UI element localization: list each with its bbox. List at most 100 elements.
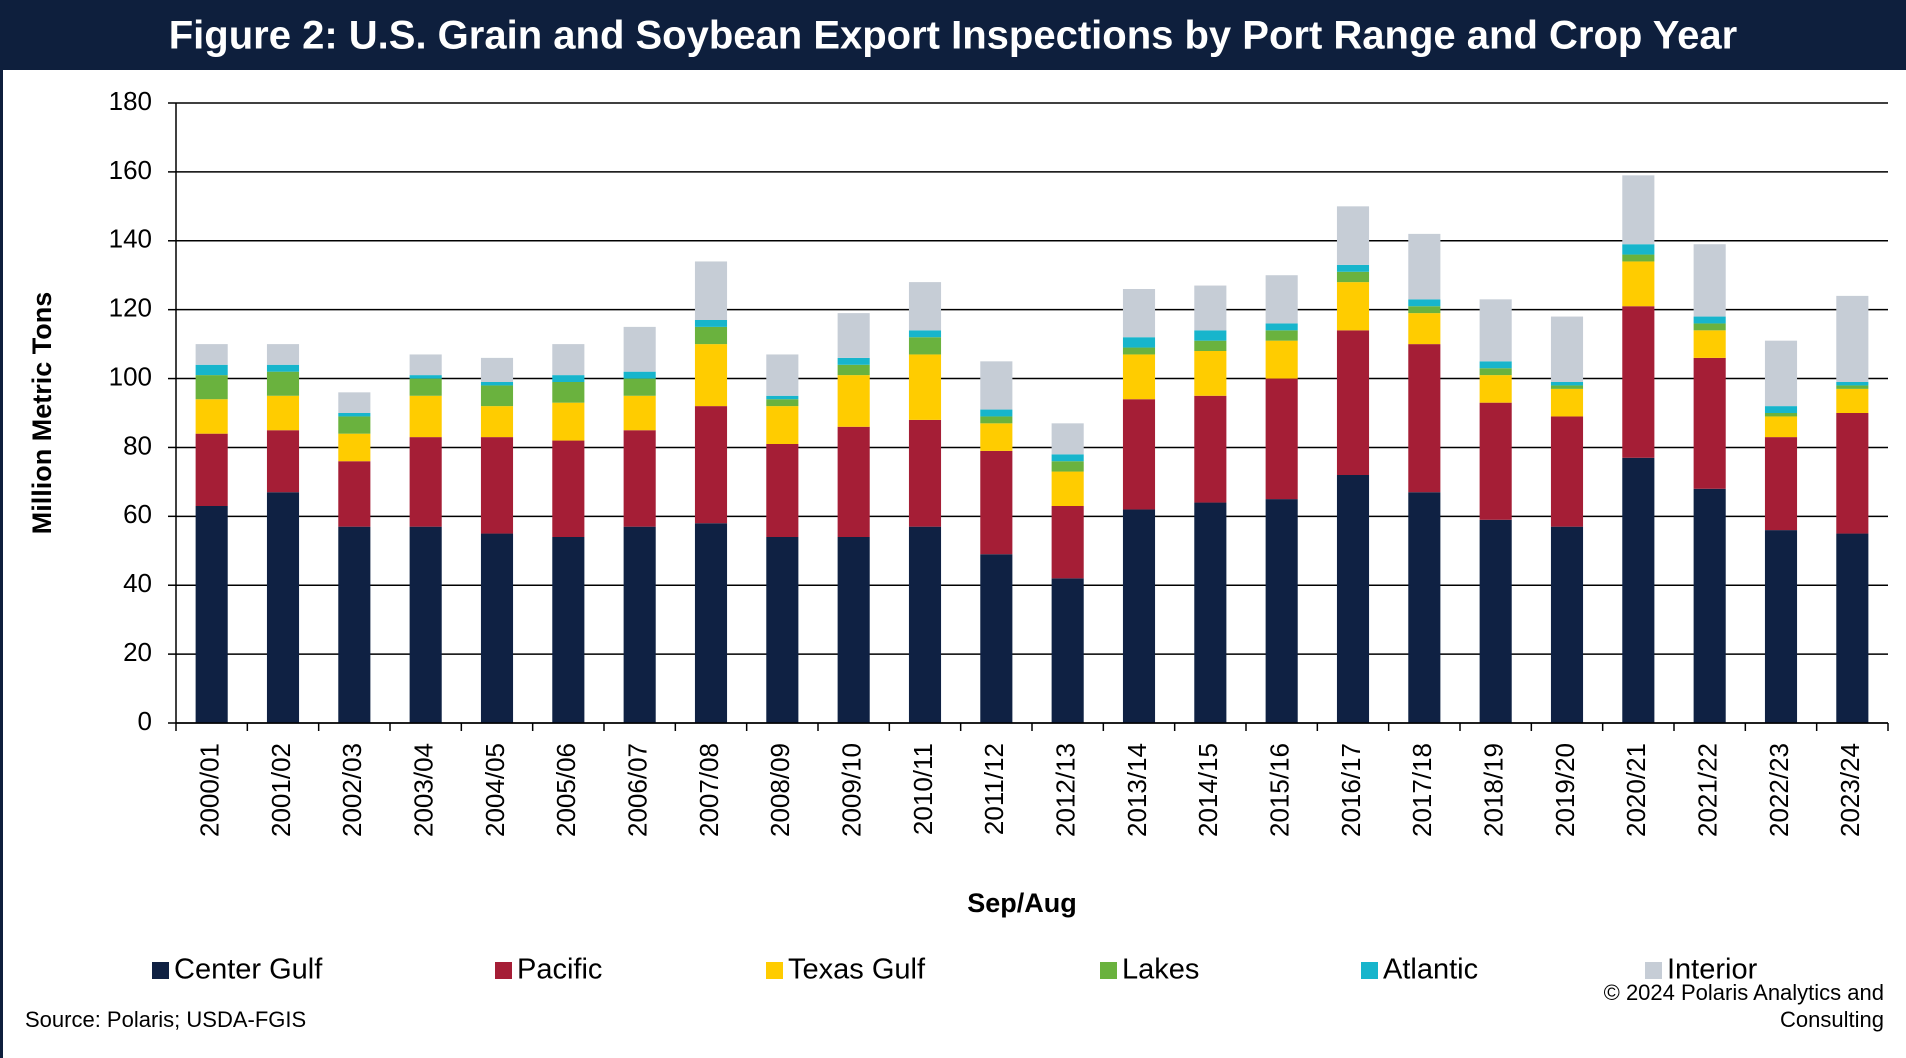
bar-segment	[837, 426, 870, 537]
bar-segment	[623, 371, 656, 379]
bar-segment	[1836, 388, 1869, 413]
x-tick-label: 2006/07	[623, 743, 653, 837]
bar-segment	[1622, 261, 1655, 307]
bar-segment	[1479, 299, 1512, 362]
bar-segment	[1408, 233, 1441, 300]
bar-segment	[766, 354, 799, 396]
bar-segment	[1764, 406, 1798, 413]
bar-segment	[908, 337, 942, 355]
copyright: Consulting	[1780, 1007, 1884, 1032]
bar-segment	[623, 395, 656, 431]
bar-segment	[195, 344, 228, 365]
bar-segment	[338, 433, 371, 462]
bar-segment	[338, 392, 371, 413]
bar-segment	[1479, 368, 1512, 376]
x-tick-label: 2014/15	[1193, 743, 1223, 837]
legend-label: Interior	[1667, 954, 1758, 986]
bar-segment	[480, 382, 514, 386]
bar-segment	[1265, 275, 1298, 324]
bar-segment	[552, 344, 585, 376]
source: Source: Polaris; USDA-FGIS	[25, 1007, 306, 1032]
bar-segment	[480, 406, 514, 438]
bar-segment	[1550, 388, 1584, 417]
bar-segment	[623, 326, 656, 372]
bar-segment	[1194, 395, 1227, 503]
bar-segment	[1122, 354, 1156, 400]
x-tick-label: 2021/22	[1693, 743, 1723, 837]
bar-segment	[1122, 337, 1156, 348]
bar-segment	[1693, 357, 1726, 489]
y-axis-title: Million Metric Tons	[27, 292, 57, 535]
legend-swatch	[1645, 962, 1662, 979]
bar-segment	[338, 461, 371, 527]
bar-segment	[480, 357, 514, 382]
legend-swatch	[1100, 962, 1117, 979]
bar-segment	[980, 409, 1013, 417]
bar-segment	[1265, 330, 1298, 341]
bar-segment	[266, 395, 300, 431]
bar-segment	[1336, 206, 1370, 265]
bar-segment	[694, 326, 728, 345]
bar-segment	[837, 313, 870, 358]
bar-segment	[552, 375, 585, 382]
bar-segment	[980, 416, 1013, 424]
bar-segment	[1122, 289, 1156, 338]
bar-segment	[552, 402, 585, 441]
bar-segment	[908, 354, 942, 420]
bar-segment	[1408, 299, 1441, 307]
bar-segment	[1479, 519, 1512, 723]
legend-swatch	[152, 962, 169, 979]
bar-segment	[766, 399, 799, 407]
bar-segment	[1764, 416, 1798, 438]
x-tick-label: 2016/17	[1336, 743, 1366, 837]
bar-segment	[1408, 492, 1441, 723]
bar-segment	[480, 533, 514, 723]
chart-title: Figure 2: U.S. Grain and Soybean Export …	[169, 14, 1737, 58]
bar-segment	[1836, 413, 1869, 534]
y-tick-label: 40	[123, 568, 152, 598]
legend-label: Pacific	[517, 954, 602, 986]
x-tick-label: 2003/04	[409, 743, 439, 837]
bar-segment	[338, 416, 371, 434]
bar-segment	[1336, 282, 1370, 331]
bar-segment	[266, 430, 300, 493]
x-tick-label: 2004/05	[480, 743, 510, 837]
bar-segment	[195, 506, 228, 723]
bar-segment	[1122, 347, 1156, 355]
legend-label: Center Gulf	[174, 954, 323, 986]
bar-segment	[1550, 526, 1584, 723]
bar-segment	[766, 406, 799, 444]
bar-segment	[1336, 330, 1370, 475]
bar-segment	[694, 344, 728, 407]
bar-segment	[409, 375, 442, 379]
bar-segment	[980, 450, 1013, 555]
bar-segment	[1122, 509, 1156, 723]
x-tick-label: 2000/01	[195, 743, 225, 837]
bar-segment	[837, 364, 870, 376]
bar-segment	[908, 526, 942, 723]
x-tick-label: 2015/16	[1265, 743, 1295, 837]
bar-segment	[1693, 323, 1726, 331]
x-tick-label: 2008/09	[765, 743, 795, 837]
bar-segment	[195, 375, 228, 400]
bar-segment	[1693, 488, 1726, 723]
x-tick-label: 2013/14	[1122, 743, 1152, 837]
bar-segment	[1194, 502, 1227, 723]
bar-segment	[1693, 316, 1726, 324]
bar-segment	[694, 320, 728, 327]
bar-segment	[409, 354, 442, 376]
bar-segment	[1693, 244, 1726, 317]
bar-segment	[409, 378, 442, 396]
bar-segment	[694, 406, 728, 524]
bar-segment	[623, 378, 656, 396]
x-tick-label: 2011/12	[979, 743, 1009, 835]
legend-label: Lakes	[1122, 954, 1199, 986]
bar-segment	[266, 344, 300, 365]
bar-segment	[409, 437, 442, 527]
bar-segment	[266, 492, 300, 723]
legend-swatch	[766, 962, 783, 979]
bar-segment	[480, 385, 514, 407]
bar-segment	[694, 523, 728, 723]
bar-segment	[1622, 254, 1655, 262]
x-axis-title: Sep/Aug	[967, 888, 1077, 918]
